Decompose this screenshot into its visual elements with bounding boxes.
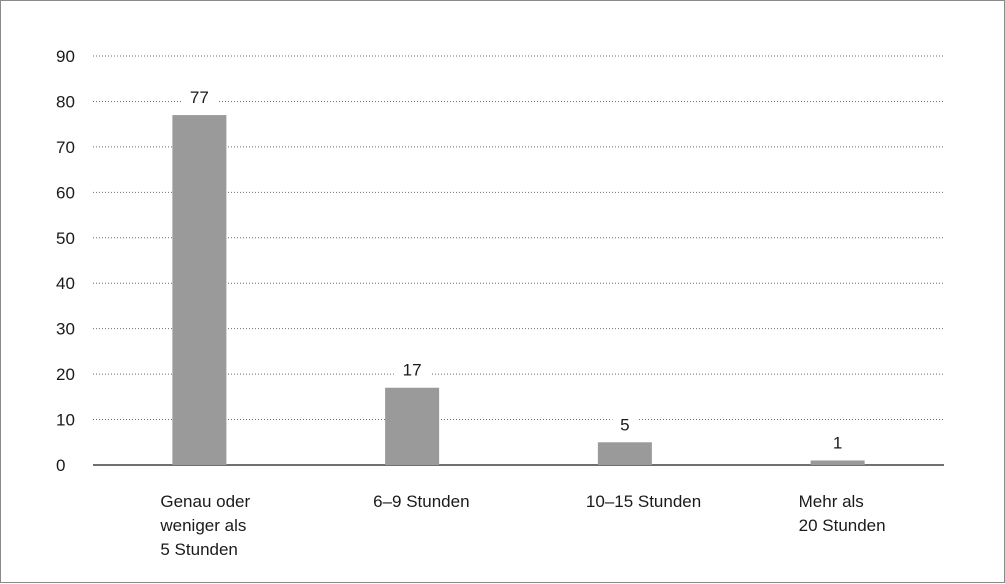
data-label: 77 <box>190 88 209 107</box>
data-label: 5 <box>620 415 629 434</box>
bar <box>597 442 652 465</box>
x-category-label: 10–15 Stunden <box>586 492 701 511</box>
y-tick-label: 0 <box>56 456 65 475</box>
bar <box>810 460 865 465</box>
x-category-label: weniger als <box>159 516 246 535</box>
x-category-label: 5 Stunden <box>160 540 238 559</box>
y-tick-label: 10 <box>56 411 75 430</box>
y-tick-label: 80 <box>56 92 75 111</box>
bar <box>385 387 440 465</box>
y-tick-label: 40 <box>56 274 75 293</box>
x-category-label: Mehr als <box>799 492 864 511</box>
y-tick-label: 60 <box>56 183 75 202</box>
x-category-label: 6–9 Stunden <box>373 492 469 511</box>
y-tick-label: 70 <box>56 138 75 157</box>
y-tick-label: 50 <box>56 229 75 248</box>
x-category-label: Genau oder <box>160 492 250 511</box>
data-label: 17 <box>403 361 422 380</box>
data-label-background <box>181 87 218 110</box>
data-label-background <box>825 432 851 455</box>
data-label: 1 <box>833 433 842 452</box>
y-tick-label: 20 <box>56 365 75 384</box>
y-tick-label: 30 <box>56 320 75 339</box>
data-label-background <box>612 414 638 437</box>
x-category-label: 20 Stunden <box>799 516 886 535</box>
y-tick-label: 90 <box>56 47 75 66</box>
data-label-background <box>394 359 431 382</box>
bar <box>172 115 227 466</box>
